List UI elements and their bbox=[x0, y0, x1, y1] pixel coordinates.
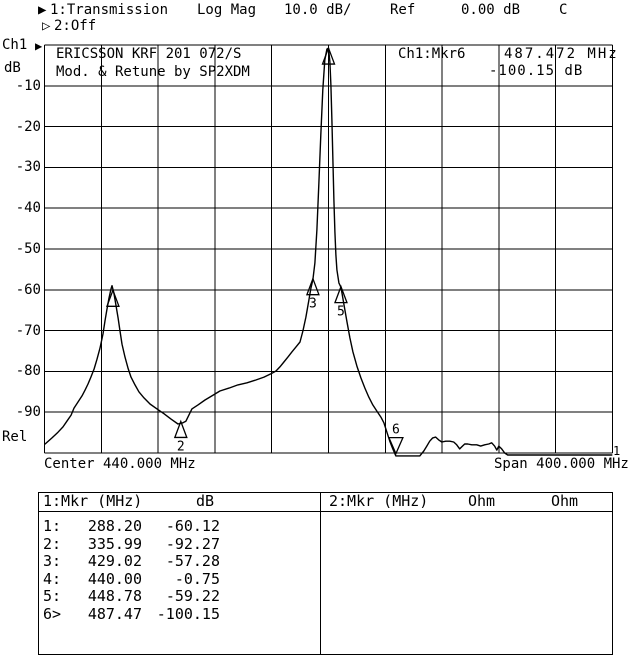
span-frequency-label: Span 400.000 MHz bbox=[494, 456, 629, 472]
yaxis-tick: -40 bbox=[15, 200, 41, 216]
mkr-row-value: -0.75 bbox=[174, 570, 220, 588]
ref-position-arrow-icon: ▶ bbox=[35, 39, 43, 53]
marker-table bbox=[38, 492, 613, 655]
trace2-measurement-label: 2:Off bbox=[54, 18, 97, 34]
ref-label: Ref bbox=[390, 2, 416, 18]
yaxis-tick: -20 bbox=[15, 119, 41, 135]
yaxis-tick: -60 bbox=[15, 282, 41, 298]
mkr-table1-unit-header: dB bbox=[196, 492, 215, 510]
yaxis-tick: -70 bbox=[15, 323, 41, 339]
trace-number-label: 1 bbox=[613, 444, 621, 458]
device-annotation-line1: ERICSSON KRF 201 072/S bbox=[56, 46, 242, 62]
mkr-row-value: -59.22 bbox=[165, 587, 220, 605]
yaxis-unit-label: dB bbox=[4, 60, 21, 76]
ref-value: 0.00 dB bbox=[461, 2, 521, 18]
marker-6-triangle-icon bbox=[387, 436, 404, 456]
trace1-measurement-label: 1:Transmission bbox=[50, 2, 169, 18]
yaxis-tick: -10 bbox=[15, 78, 41, 94]
marker-6-label: 6 bbox=[392, 423, 400, 438]
scale-per-div-value: 10.0 dB/ bbox=[284, 2, 352, 18]
mkr-table2-title: 2:Mkr (MHz) bbox=[329, 492, 429, 510]
device-annotation-line2: Mod. & Retune by SP2XDM bbox=[56, 64, 250, 80]
rel-indicator: Rel bbox=[2, 429, 28, 445]
trace1-active-icon: ▶ bbox=[38, 2, 47, 18]
yaxis-tick: -90 bbox=[15, 404, 41, 420]
mkr-row-freq: 487.47 bbox=[87, 605, 142, 623]
mkr-table2-unit-header-1: Ohm bbox=[468, 492, 496, 510]
yaxis-tick: -50 bbox=[15, 241, 41, 257]
mkr-table2-unit-header-2: Ohm bbox=[551, 492, 579, 510]
mkr-table1-title: 1:Mkr (MHz) bbox=[43, 492, 143, 510]
yaxis-tick: -30 bbox=[15, 159, 41, 175]
mkr-row-num: 3: bbox=[43, 552, 62, 570]
channel-label: Ch1 bbox=[2, 37, 28, 53]
center-frequency-label: Center 440.000 MHz bbox=[44, 456, 196, 472]
marker-5-label: 5 bbox=[337, 305, 345, 320]
marker-table-divider bbox=[320, 492, 321, 655]
mkr-row-freq: 335.99 bbox=[87, 535, 142, 553]
marker-readout-freq: 487.472 MHz bbox=[504, 46, 619, 62]
marker-1-triangle-icon bbox=[106, 288, 120, 307]
marker-4-triangle-icon bbox=[321, 46, 336, 65]
cal-indicator: C bbox=[559, 2, 568, 18]
mkr-row-value: -100.15 bbox=[156, 605, 220, 623]
mkr-row-num: 6> bbox=[43, 605, 62, 623]
mkr-row-value: -57.28 bbox=[165, 552, 220, 570]
mkr-row-value: -92.27 bbox=[165, 535, 220, 553]
marker-2-label: 2 bbox=[177, 439, 185, 454]
marker-readout-channel: Ch1:Mkr6 bbox=[398, 46, 466, 62]
marker-3-label: 3 bbox=[309, 297, 317, 312]
marker-readout-value: -100.15 dB bbox=[489, 63, 584, 79]
format-label: Log Mag bbox=[197, 2, 257, 18]
mkr-row-freq: 288.20 bbox=[87, 517, 142, 535]
trace2-inactive-icon: ▷ bbox=[42, 18, 51, 34]
mkr-row-num: 5: bbox=[43, 587, 62, 605]
mkr-row-num: 4: bbox=[43, 570, 62, 588]
marker-table-header-rule bbox=[38, 511, 612, 512]
marker-5-triangle-icon bbox=[334, 284, 348, 304]
mkr-row-freq: 429.02 bbox=[87, 552, 142, 570]
marker-3-triangle-icon bbox=[305, 276, 320, 296]
mkr-row-value: -60.12 bbox=[165, 517, 220, 535]
mkr-row-num: 2: bbox=[43, 535, 62, 553]
mkr-row-freq: 440.00 bbox=[87, 570, 142, 588]
yaxis-tick: -80 bbox=[15, 363, 41, 379]
mkr-row-num: 1: bbox=[43, 517, 62, 535]
mkr-row-freq: 448.78 bbox=[87, 587, 142, 605]
marker-2-triangle-icon bbox=[173, 419, 188, 439]
